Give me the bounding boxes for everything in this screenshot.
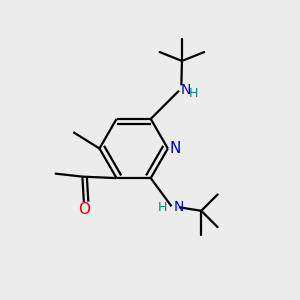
Text: H: H <box>189 87 198 100</box>
Text: H: H <box>158 201 167 214</box>
Text: N: N <box>169 141 181 156</box>
Text: N: N <box>181 83 191 97</box>
Text: N: N <box>174 200 184 214</box>
Text: O: O <box>78 202 90 217</box>
